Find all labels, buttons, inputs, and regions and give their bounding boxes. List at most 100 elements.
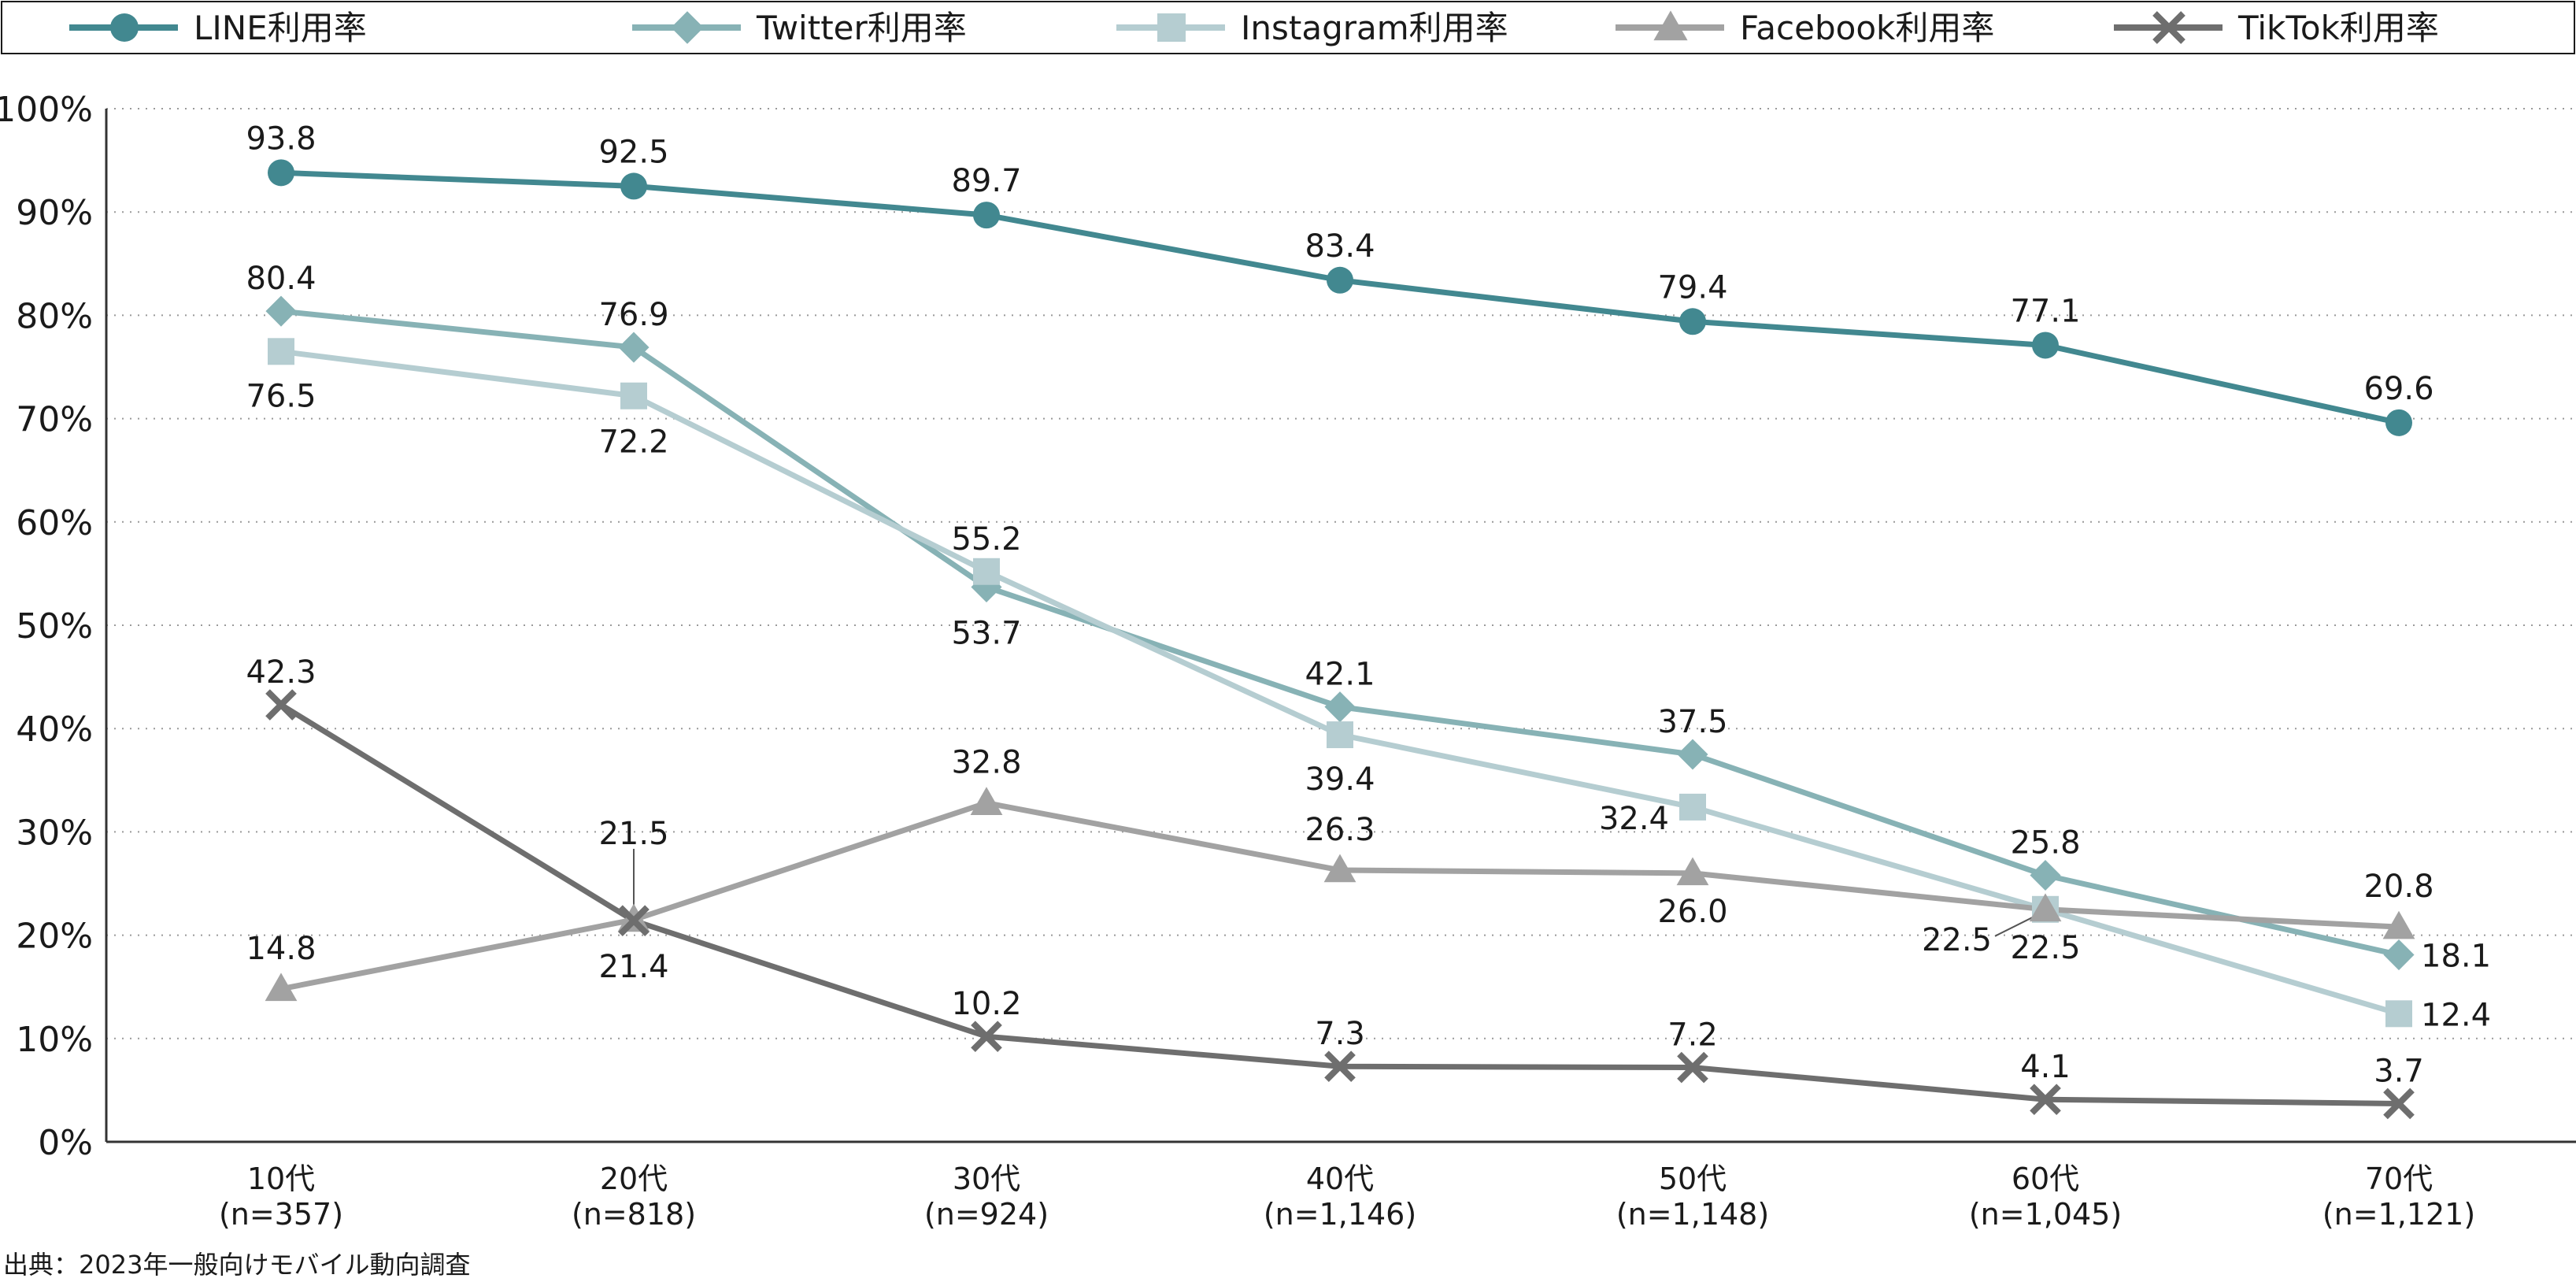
data-point — [618, 905, 650, 937]
y-tick-label: 50% — [16, 606, 93, 647]
legend-label: TikTok利用率 — [2237, 9, 2439, 47]
data-point — [1323, 854, 1356, 883]
data-point — [268, 159, 294, 187]
data-point — [1327, 266, 1353, 294]
data-label: 89.7 — [951, 163, 1021, 199]
data-label: 92.5 — [598, 134, 668, 170]
data-point — [2029, 893, 2062, 922]
x-tick-sample-label: (n=924) — [924, 1197, 1049, 1232]
data-point — [620, 382, 647, 409]
data-label: 21.4 — [598, 949, 668, 985]
data-label: 21.5 — [598, 816, 668, 852]
y-tick-label: 10% — [16, 1020, 93, 1060]
data-label: 3.7 — [2374, 1053, 2424, 1089]
data-label: 76.5 — [246, 378, 316, 414]
x-tick-sample-label: (n=1,121) — [2322, 1197, 2475, 1232]
data-label: 4.1 — [2020, 1049, 2071, 1085]
data-label: 77.1 — [2010, 293, 2080, 329]
data-point — [1677, 1051, 1708, 1084]
x-tick-label: 40代 — [1306, 1162, 1374, 1196]
legend-label: LINE利用率 — [194, 9, 367, 47]
source-note: 出典：2023年一般向けモバイル動向調査 — [3, 1250, 470, 1280]
data-label: 42.1 — [1305, 657, 1375, 693]
data-label: 18.1 — [2421, 939, 2491, 975]
data-point — [1677, 739, 1708, 770]
y-tick-label: 70% — [16, 400, 93, 440]
data-label: 42.3 — [246, 654, 316, 691]
data-label: 26.3 — [1305, 812, 1375, 848]
data-label: 22.5 — [2010, 930, 2080, 966]
data-point — [265, 295, 297, 327]
data-point — [2030, 1084, 2061, 1116]
x-tick-label: 30代 — [953, 1162, 1020, 1196]
legend-swatch-marker — [1157, 13, 1186, 42]
y-tick-label: 80% — [16, 296, 93, 336]
data-point — [2383, 1087, 2415, 1120]
legend-swatch-marker — [671, 11, 704, 44]
data-label: 39.4 — [1305, 761, 1375, 798]
data-label: 22.5 — [1922, 922, 1992, 958]
y-tick-label: 0% — [38, 1123, 93, 1163]
data-labels: 93.8 92.5 89.7 83.4 79.4 77.1 69.6 80.4 76.9 53.7… — [246, 120, 2491, 1089]
data-point — [620, 172, 647, 200]
y-tick-label: 100% — [0, 90, 93, 130]
data-point — [618, 332, 650, 363]
data-label: 25.8 — [2010, 825, 2080, 861]
data-point — [973, 202, 1000, 229]
y-tick-label: 20% — [16, 917, 93, 957]
legend: LINE利用率 Twitter利用率 Instagram利用率 Facebook利用率… — [69, 9, 2439, 47]
x-tick-sample-label: (n=1,045) — [1969, 1197, 2122, 1232]
data-label: 76.9 — [598, 297, 668, 333]
series-markers — [265, 159, 2415, 1120]
data-label: 83.4 — [1305, 228, 1375, 265]
data-point — [971, 1021, 1002, 1053]
data-point — [2385, 409, 2412, 436]
data-label: 7.2 — [1667, 1017, 1718, 1054]
x-tick-label: 70代 — [2365, 1162, 2433, 1196]
legend-swatch-marker — [2152, 11, 2186, 44]
data-point — [1324, 1050, 1356, 1083]
data-point — [1679, 793, 1706, 821]
data-point — [1324, 691, 1356, 723]
data-label: 69.6 — [2363, 371, 2434, 407]
x-tick-labels: 10代(n=357)20代(n=818)30代(n=924)40代(n=1,14… — [219, 1162, 2475, 1232]
y-tick-label: 90% — [16, 193, 93, 233]
data-label: 20.8 — [2363, 869, 2434, 905]
data-label: 26.0 — [1657, 894, 1727, 930]
x-tick-label: 50代 — [1659, 1162, 1727, 1196]
data-label: 72.2 — [598, 424, 668, 461]
data-point — [2032, 332, 2059, 359]
data-label: 55.2 — [951, 521, 1021, 558]
data-point — [268, 338, 294, 365]
data-label: 53.7 — [951, 615, 1021, 651]
legend-box — [1, 1, 2575, 54]
data-point — [1676, 857, 1709, 886]
legend-swatch-marker — [110, 13, 139, 42]
data-label: 10.2 — [951, 986, 1021, 1022]
x-tick-label: 20代 — [600, 1162, 668, 1196]
data-point — [973, 558, 1000, 585]
x-tick-sample-label: (n=1,148) — [1616, 1197, 1769, 1232]
data-label: 7.3 — [1315, 1016, 1365, 1052]
data-label: 80.4 — [246, 261, 316, 297]
y-tick-label: 30% — [16, 813, 93, 853]
data-point — [2383, 939, 2415, 971]
y-tick-label: 40% — [16, 710, 93, 750]
data-point — [2382, 910, 2415, 939]
legend-label: Instagram利用率 — [1241, 9, 1508, 47]
legend-label: Twitter利用率 — [756, 9, 967, 47]
data-label: 37.5 — [1657, 704, 1727, 740]
data-point — [2385, 1000, 2412, 1028]
x-tick-sample-label: (n=818) — [572, 1197, 696, 1232]
data-point — [1679, 308, 1706, 335]
y-tick-labels: 0% 10% 20% 30% 40% 50% 60% 70% 80% 90% 100% — [0, 90, 93, 1163]
data-label: 79.4 — [1657, 269, 1727, 306]
legend-label: Facebook利用率 — [1740, 9, 1994, 47]
data-label: 12.4 — [2421, 997, 2491, 1033]
data-label: 32.8 — [951, 745, 1021, 781]
data-point — [970, 787, 1003, 815]
data-label: 14.8 — [246, 931, 316, 967]
x-tick-label: 10代 — [247, 1162, 315, 1196]
x-tick-label: 60代 — [2012, 1162, 2079, 1196]
